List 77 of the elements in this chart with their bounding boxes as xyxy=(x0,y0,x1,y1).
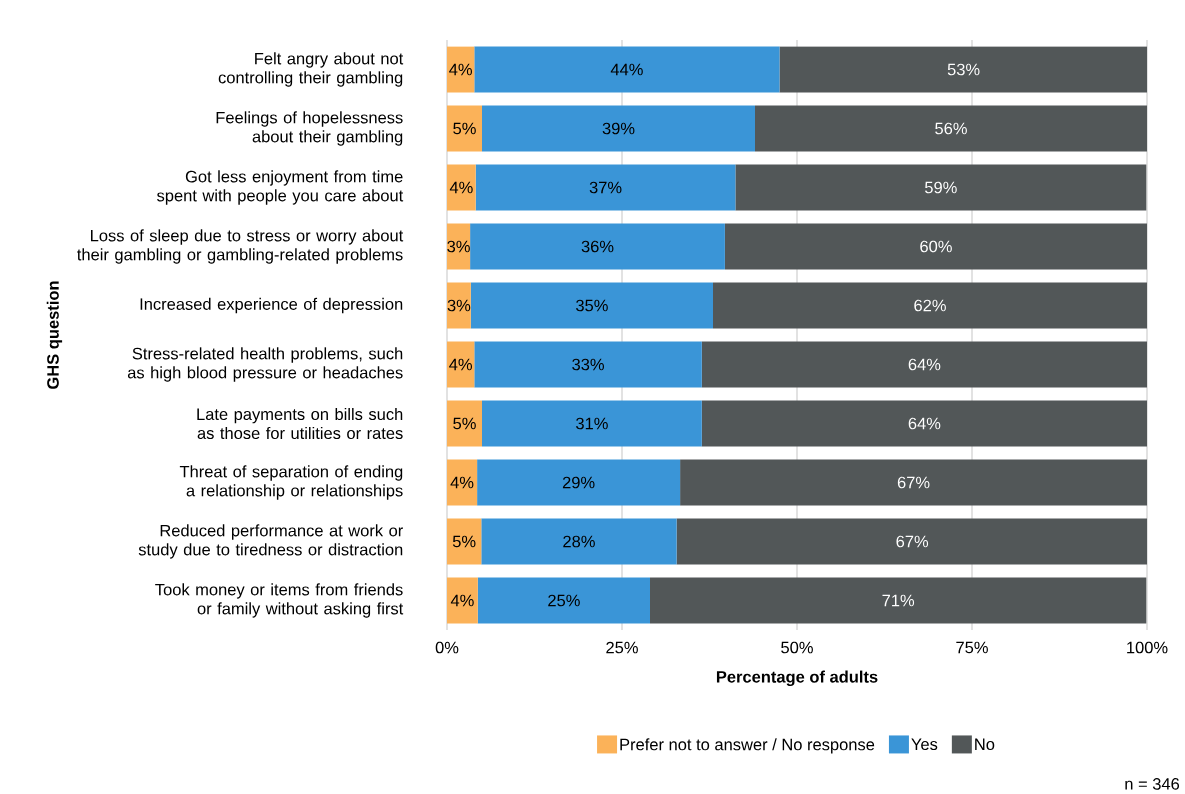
bar xyxy=(779,46,1147,93)
y-axis-title: GHS question xyxy=(46,281,63,389)
data-label: 33% xyxy=(572,358,604,371)
bar xyxy=(447,164,476,211)
x-tick-label: 100% xyxy=(1127,641,1168,654)
bar xyxy=(447,518,482,565)
data-label: 4% xyxy=(449,63,472,76)
x-tick-label: 25% xyxy=(606,641,638,654)
bar xyxy=(724,223,1147,270)
data-label: 56% xyxy=(935,122,967,135)
bar xyxy=(481,518,677,565)
data-label: 5% xyxy=(452,535,476,548)
bar xyxy=(477,459,681,506)
data-label: 31% xyxy=(576,417,608,430)
bar xyxy=(735,164,1147,211)
bar xyxy=(470,223,725,270)
data-label: 64% xyxy=(908,358,941,371)
data-label: 62% xyxy=(914,299,946,312)
data-label: 35% xyxy=(576,299,608,312)
data-label: 5% xyxy=(453,122,476,135)
text: n = 346 xyxy=(1125,778,1180,790)
bar xyxy=(650,577,1147,624)
data-label: 44% xyxy=(610,63,643,76)
x-tick-label: 50% xyxy=(781,641,813,654)
bar xyxy=(447,400,482,447)
data-label: 36% xyxy=(581,240,614,253)
legend-label: No xyxy=(975,738,995,751)
data-label: 60% xyxy=(920,240,952,253)
data-label: 67% xyxy=(897,476,930,489)
y-tick-label: Took money or items from friends or family without asking first xyxy=(155,583,404,618)
data-label: 28% xyxy=(563,535,595,548)
bar xyxy=(680,459,1147,506)
legend-label: Prefer not to answer / No response xyxy=(620,738,875,754)
bar xyxy=(701,341,1147,388)
legend-label: Yes xyxy=(911,738,938,751)
data-label: 4% xyxy=(449,181,473,194)
data-label: 3% xyxy=(447,240,470,253)
data-label: 4% xyxy=(450,476,474,489)
data-label: 29% xyxy=(562,476,595,489)
bar xyxy=(482,105,755,152)
data-label: 4% xyxy=(450,594,474,607)
data-label: 59% xyxy=(925,181,957,194)
bar xyxy=(447,577,478,624)
data-label: 4% xyxy=(449,358,472,371)
y-tick-label: Felt angry about not controlling their gambling xyxy=(218,52,404,87)
bar xyxy=(482,400,702,447)
y-tick-label: Threat of separation of ending a relationship or relationships xyxy=(179,465,403,500)
bar xyxy=(470,282,713,329)
data-label: 64% xyxy=(908,417,941,430)
bar xyxy=(474,341,702,388)
bar xyxy=(447,459,478,506)
data-label: 53% xyxy=(947,63,980,76)
bar xyxy=(701,400,1147,447)
x-tick-label: 0% xyxy=(435,641,459,654)
x-axis-title: Percentage of adults xyxy=(716,670,878,687)
bar xyxy=(676,518,1147,565)
data-label: 39% xyxy=(602,122,635,135)
data-label: 3% xyxy=(447,299,471,312)
bar xyxy=(477,577,650,624)
y-tick-label: Got less enjoyment from time spent with people you care about xyxy=(157,170,404,205)
y-tick-label: Feelings of hopelessness about their gambling xyxy=(216,111,403,146)
bar xyxy=(474,46,780,93)
bar xyxy=(447,105,482,152)
data-label: 71% xyxy=(882,594,915,607)
y-tick-label: Reduced performance at work or study due to tiredness or distraction xyxy=(138,524,403,559)
data-label: 5% xyxy=(453,417,476,430)
data-label: 37% xyxy=(589,181,622,194)
bar xyxy=(755,105,1147,152)
y-tick-label: Increased experience of depression xyxy=(140,297,403,314)
data-label: 67% xyxy=(896,535,929,548)
data-label: 25% xyxy=(548,594,580,607)
bar xyxy=(475,164,736,211)
y-tick-label: Late payments on bills such as those for utilities or rates xyxy=(197,407,403,440)
y-tick-label: Loss of sleep due to stress or worry about their gambling or gambling-related problems xyxy=(77,229,404,264)
x-tick-label: 75% xyxy=(956,641,988,654)
bar xyxy=(713,282,1147,329)
y-tick-label: Stress-related health problems, such as high blood pressure or headaches xyxy=(127,347,403,382)
